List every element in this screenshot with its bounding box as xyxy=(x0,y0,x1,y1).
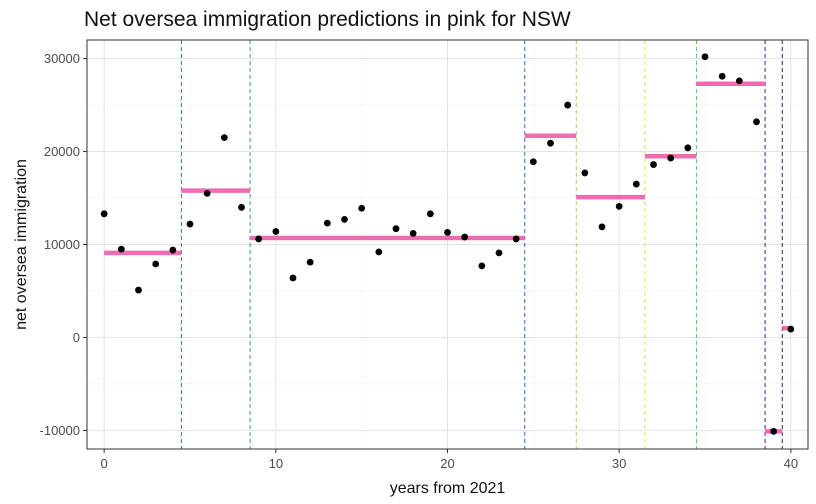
data-point xyxy=(564,101,572,109)
data-point xyxy=(495,249,503,257)
x-tick-label: 0 xyxy=(101,456,108,471)
data-point xyxy=(598,223,606,231)
y-tick-label: 10000 xyxy=(44,237,80,252)
x-tick-label: 40 xyxy=(784,456,798,471)
data-point xyxy=(255,235,263,243)
data-point xyxy=(186,220,194,228)
y-tick-label: 30000 xyxy=(44,51,80,66)
data-point xyxy=(615,202,623,210)
data-point xyxy=(735,77,743,85)
x-tick-label: 30 xyxy=(612,456,626,471)
data-point xyxy=(581,169,589,177)
data-point xyxy=(753,118,760,126)
y-tick-label: 0 xyxy=(73,330,80,345)
data-point xyxy=(529,158,537,166)
data-point xyxy=(770,427,778,435)
y-tick-label: -10000 xyxy=(40,423,80,438)
data-point xyxy=(135,286,142,294)
data-point xyxy=(684,144,692,152)
x-axis-title: years from 2021 xyxy=(390,480,506,497)
data-point xyxy=(667,154,675,162)
data-point xyxy=(444,229,451,236)
data-point xyxy=(478,262,486,270)
data-point xyxy=(461,233,469,241)
data-point xyxy=(203,189,211,197)
data-point xyxy=(323,219,331,227)
data-point xyxy=(718,72,726,80)
data-point xyxy=(650,161,657,168)
data-point xyxy=(409,229,417,237)
prediction-layer xyxy=(104,81,791,434)
data-point xyxy=(426,210,434,218)
data-point xyxy=(272,228,280,235)
y-axis-title: net oversea immigration xyxy=(13,159,30,330)
grid-layer xyxy=(87,40,808,449)
data-point xyxy=(358,204,366,212)
data-point xyxy=(512,235,520,243)
data-point xyxy=(169,246,177,254)
data-point xyxy=(289,274,297,282)
data-point xyxy=(220,134,228,142)
data-point xyxy=(392,225,400,233)
data-point xyxy=(306,258,314,266)
data-point xyxy=(238,203,245,211)
data-point xyxy=(375,248,383,256)
data-point xyxy=(341,216,348,223)
data-point xyxy=(152,260,160,268)
data-point xyxy=(632,180,640,188)
axis-layer: 0 10 20 30 40 -10000 0 10000 20000 30000 xyxy=(40,51,799,471)
y-tick-label: 20000 xyxy=(44,144,80,159)
data-point xyxy=(547,139,554,147)
chart-title: Net oversea immigration predictions in p… xyxy=(84,8,571,31)
x-tick-label: 10 xyxy=(269,456,283,471)
x-tick-label: 20 xyxy=(440,456,454,471)
data-point xyxy=(701,53,709,61)
breakpoint-layer xyxy=(180,40,783,449)
data-point xyxy=(787,325,795,333)
point-layer xyxy=(100,53,795,435)
data-point xyxy=(100,210,108,218)
data-point xyxy=(117,245,125,253)
